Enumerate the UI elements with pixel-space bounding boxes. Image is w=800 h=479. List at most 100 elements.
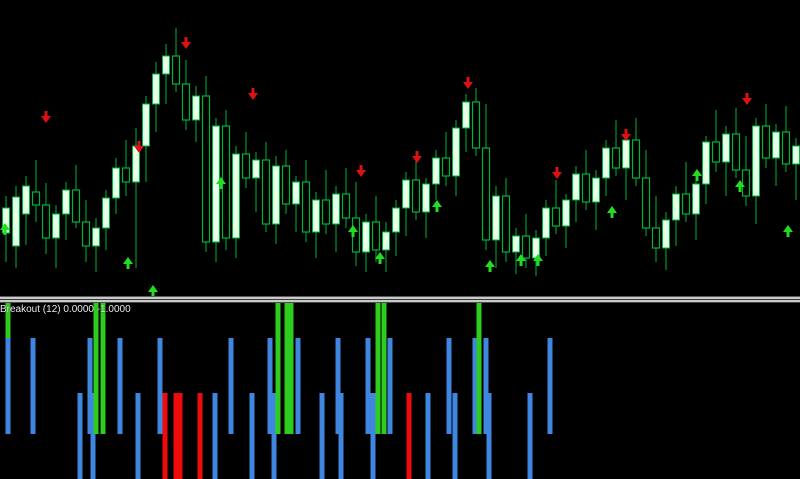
candle-body-down [201, 95, 211, 243]
candle-body-up [292, 181, 300, 205]
arrow-up-icon [607, 206, 617, 218]
histogram-bar-bullish [381, 303, 387, 434]
candle-body-up [702, 141, 710, 185]
candle-body-up [102, 197, 110, 229]
candlestick-price-chart[interactable] [0, 0, 800, 296]
candle-body-up [402, 179, 410, 209]
histogram-bar-bearish [162, 393, 168, 479]
arrow-up-icon [485, 260, 495, 272]
candle-body-down [631, 139, 641, 179]
indicator-histogram-svg [5, 303, 553, 479]
candle-body-up [362, 221, 370, 253]
candle-body-up [562, 199, 570, 227]
histogram-bar-neutral [5, 338, 11, 434]
arrow-up-icon [783, 225, 793, 237]
candle-body-down [741, 169, 751, 197]
candle-body-up [112, 167, 120, 199]
candle-body-down [551, 207, 561, 227]
candle-body-up [462, 101, 470, 129]
histogram-bar-neutral [157, 338, 163, 434]
candle-body-up [492, 195, 500, 241]
histogram-bar-neutral [117, 338, 123, 434]
histogram-bar-neutral [365, 338, 371, 434]
candle-wick [715, 110, 717, 172]
histogram-bar-bearish [173, 393, 179, 479]
candle-body-down [411, 179, 421, 213]
histogram-bar-neutral [486, 393, 492, 479]
arrow-up-icon [375, 252, 385, 264]
candle-body-down [171, 55, 181, 85]
separator-line-top [0, 296, 800, 297]
candle-body-up [382, 231, 390, 251]
arrow-down-icon [742, 93, 752, 105]
candle-body-up [142, 103, 150, 147]
histogram-bar-neutral [335, 338, 341, 434]
histogram-bar-neutral [338, 393, 344, 479]
candle-body-down [121, 167, 131, 183]
histogram-bar-neutral [249, 393, 255, 479]
candle-body-up [332, 193, 340, 225]
histogram-bar-neutral [527, 393, 533, 479]
candle-body-down [611, 147, 621, 169]
buy-signal-arrows [0, 169, 793, 296]
candle-body-down [681, 193, 691, 215]
candle-body-up [232, 153, 240, 239]
histogram-bar-neutral [87, 338, 93, 434]
histogram-bar-bullish [275, 303, 281, 434]
candle-body-down [71, 189, 81, 223]
candle-wick [135, 128, 137, 268]
candle-body-down [641, 177, 651, 229]
arrow-down-icon [181, 37, 191, 49]
candle-body-up [22, 185, 30, 215]
candle-body-up [12, 196, 20, 247]
candle-body-up [452, 127, 460, 177]
histogram-bar-bullish [375, 303, 381, 434]
histogram-bar-neutral [452, 393, 458, 479]
candle-body-up [192, 95, 200, 121]
arrow-up-icon [216, 177, 226, 189]
histogram-bar-series [5, 303, 553, 479]
candle-body-down [651, 227, 661, 249]
candle-body-up [772, 131, 780, 159]
candle-body-up [622, 139, 630, 169]
histogram-bar-neutral [77, 393, 83, 479]
candle-body-down [301, 181, 311, 233]
candle-body-up [722, 133, 730, 163]
candle-body-up [392, 207, 400, 233]
candle-body-down [81, 221, 91, 247]
pane-separator[interactable] [0, 296, 800, 303]
candle-body-up [792, 145, 800, 165]
histogram-bar-neutral [387, 338, 393, 434]
histogram-bar-neutral [319, 393, 325, 479]
histogram-bar-neutral [267, 338, 273, 434]
candle-body-up [602, 147, 610, 179]
candle-body-up [572, 173, 580, 201]
candle-body-down [501, 195, 511, 253]
histogram-bar-neutral [90, 393, 96, 479]
candle-body-up [62, 189, 70, 215]
histogram-bar-neutral [271, 393, 277, 479]
candle-body-down [761, 125, 771, 159]
histogram-bar-bearish [406, 393, 412, 479]
arrow-up-icon [516, 254, 526, 266]
histogram-bar-neutral [228, 338, 234, 434]
candle-body-down [321, 199, 331, 225]
histogram-bar-bullish [288, 303, 294, 434]
arrow-up-icon [348, 225, 358, 237]
arrow-down-icon [412, 151, 422, 163]
candle-body-up [752, 125, 760, 197]
histogram-bar-bearish [177, 393, 183, 479]
histogram-bar-neutral [425, 393, 431, 479]
histogram-bar-bullish [93, 303, 99, 434]
candle-body-up [272, 165, 280, 225]
histogram-bar-neutral [295, 338, 301, 434]
arrow-down-icon [134, 141, 144, 153]
candle-body-up [422, 183, 430, 213]
histogram-bar-neutral [135, 393, 141, 479]
breakout-indicator-pane[interactable]: Breakout (12) 0.0000 -1.0000 [0, 303, 800, 479]
histogram-bar-neutral [547, 338, 553, 434]
histogram-bar-bullish [476, 303, 482, 434]
candle-body-up [592, 177, 600, 203]
arrow-up-icon [432, 200, 442, 212]
candle-body-down [781, 131, 791, 165]
